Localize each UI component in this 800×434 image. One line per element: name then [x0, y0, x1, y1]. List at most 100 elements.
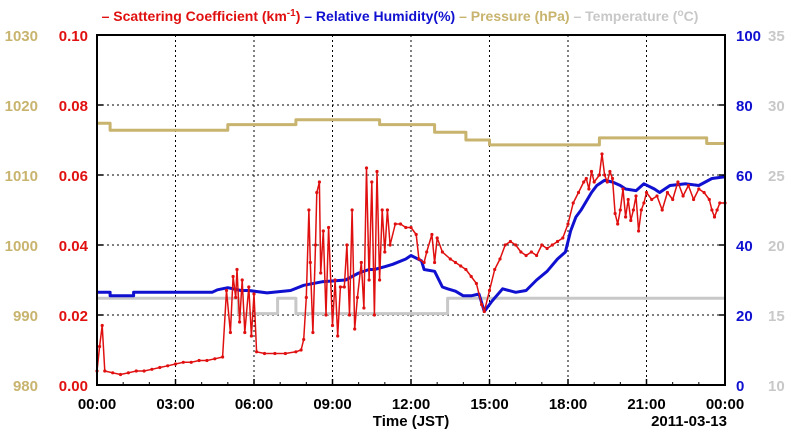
- data-point-scattering: [608, 169, 612, 174]
- data-point-scattering: [498, 257, 502, 261]
- data-point-scattering: [514, 243, 518, 247]
- legend-entry-humidity: – Relative Humidity(%): [300, 8, 455, 24]
- data-point-scattering: [524, 253, 528, 258]
- data-point-scattering: [299, 348, 303, 352]
- scattering-axis-tick-label: 0.06: [59, 168, 88, 185]
- temperature-axis-tick-label: 20: [768, 238, 785, 255]
- data-point-scattering: [459, 264, 463, 268]
- data-point-scattering: [311, 330, 315, 335]
- date-label: 2011-03-13: [651, 413, 727, 430]
- x-axis-tick-label: 21:00: [627, 396, 665, 413]
- data-point-scattering: [359, 260, 363, 265]
- data-point-scattering: [388, 243, 392, 247]
- data-point-scattering: [134, 369, 138, 373]
- data-point-scattering: [712, 215, 717, 219]
- data-point-scattering: [655, 194, 659, 198]
- data-point-scattering: [398, 222, 403, 226]
- data-point-scattering: [294, 350, 298, 354]
- legend-superscript: o: [677, 8, 683, 19]
- x-axis-tick-label: 00:00: [78, 396, 116, 413]
- x-axis-tick-label: 06:00: [235, 396, 273, 413]
- legend-entry-suffix: C): [684, 8, 699, 24]
- data-point-scattering: [235, 267, 239, 272]
- data-point-scattering: [372, 313, 376, 317]
- data-point-scattering: [613, 211, 617, 216]
- data-point-scattering: [347, 313, 352, 317]
- temperature-axis-tick-label: 25: [768, 168, 785, 185]
- data-point-scattering: [353, 327, 357, 331]
- data-point-scattering: [453, 260, 458, 265]
- data-point-scattering: [474, 281, 478, 286]
- plot-frame: [96, 34, 726, 386]
- data-point-scattering: [697, 187, 701, 191]
- data-point-scattering: [692, 197, 696, 202]
- data-point-scattering: [639, 208, 643, 212]
- data-point-scattering: [350, 208, 354, 212]
- data-point-scattering: [637, 229, 641, 233]
- data-point-scattering: [404, 225, 408, 230]
- data-point-scattering: [342, 285, 346, 289]
- data-point-scattering: [503, 243, 507, 247]
- legend-superscript: -1: [287, 8, 296, 19]
- data-point-scattering: [240, 278, 244, 282]
- temperature-axis-tick-label: 30: [768, 98, 785, 115]
- data-point-scattering: [718, 201, 722, 205]
- x-axis-tick-label: 12:00: [392, 396, 430, 413]
- data-point-scattering: [173, 362, 178, 366]
- data-point-scattering: [224, 288, 229, 293]
- scattering-axis-tick-label: 0.02: [59, 308, 88, 325]
- data-point-scattering: [469, 274, 473, 279]
- data-point-scattering: [642, 201, 646, 205]
- data-point-scattering: [100, 323, 104, 328]
- data-point-scattering: [370, 180, 374, 184]
- data-point-scattering: [571, 201, 575, 205]
- data-point-scattering: [448, 257, 452, 261]
- data-point-scattering: [493, 267, 497, 272]
- data-point-scattering: [440, 250, 444, 254]
- data-point-scattering: [430, 232, 434, 237]
- data-point-scattering: [540, 243, 544, 247]
- data-point-scattering: [103, 369, 107, 373]
- data-point-scattering: [158, 365, 162, 370]
- data-point-scattering: [600, 152, 604, 156]
- data-point-scattering: [671, 197, 675, 202]
- data-point-scattering: [660, 208, 664, 212]
- data-point-scattering: [634, 194, 638, 198]
- pressure-axis-tick-label: 980: [13, 378, 38, 395]
- data-point-scattering: [576, 190, 581, 195]
- data-point-scattering: [364, 166, 369, 170]
- data-point-scattering: [605, 180, 609, 184]
- data-point-scattering: [338, 285, 342, 289]
- x-axis-tick-label: 00:00: [706, 396, 744, 413]
- data-point-scattering: [181, 360, 185, 364]
- data-point-scattering: [409, 225, 413, 230]
- scattering-axis-tick-label: 0.04: [59, 238, 89, 255]
- data-point-scattering: [142, 369, 146, 373]
- data-point-scattering: [228, 330, 232, 335]
- data-point-scattering: [480, 302, 484, 307]
- legend-entry-scattering: – Scattering Coefficient (km: [102, 8, 287, 24]
- data-point-scattering: [367, 278, 371, 282]
- data-point-scattering: [686, 183, 691, 188]
- data-point-scattering: [702, 190, 706, 195]
- data-point-scattering: [545, 246, 549, 251]
- data-point-scattering: [681, 194, 685, 198]
- data-point-scattering: [243, 330, 247, 335]
- data-point-scattering: [327, 225, 331, 230]
- data-point-scattering: [393, 222, 397, 226]
- data-point-scattering: [665, 190, 670, 195]
- data-point-scattering: [336, 334, 340, 338]
- data-point-scattering: [707, 197, 711, 202]
- data-point-scattering: [324, 313, 328, 317]
- data-point-scattering: [283, 351, 287, 356]
- grid-lines: [97, 35, 725, 385]
- x-axis-tick-label: 15:00: [470, 396, 508, 413]
- data-point-scattering: [234, 295, 238, 300]
- data-point-scattering: [626, 197, 630, 202]
- legend-entry-temperature: – Temperature (: [570, 8, 678, 24]
- data-point-scattering: [710, 208, 714, 212]
- data-point-scattering: [597, 173, 602, 177]
- data-point-scattering: [629, 218, 633, 223]
- data-point-scattering: [519, 250, 523, 254]
- data-point-scattering: [375, 169, 379, 174]
